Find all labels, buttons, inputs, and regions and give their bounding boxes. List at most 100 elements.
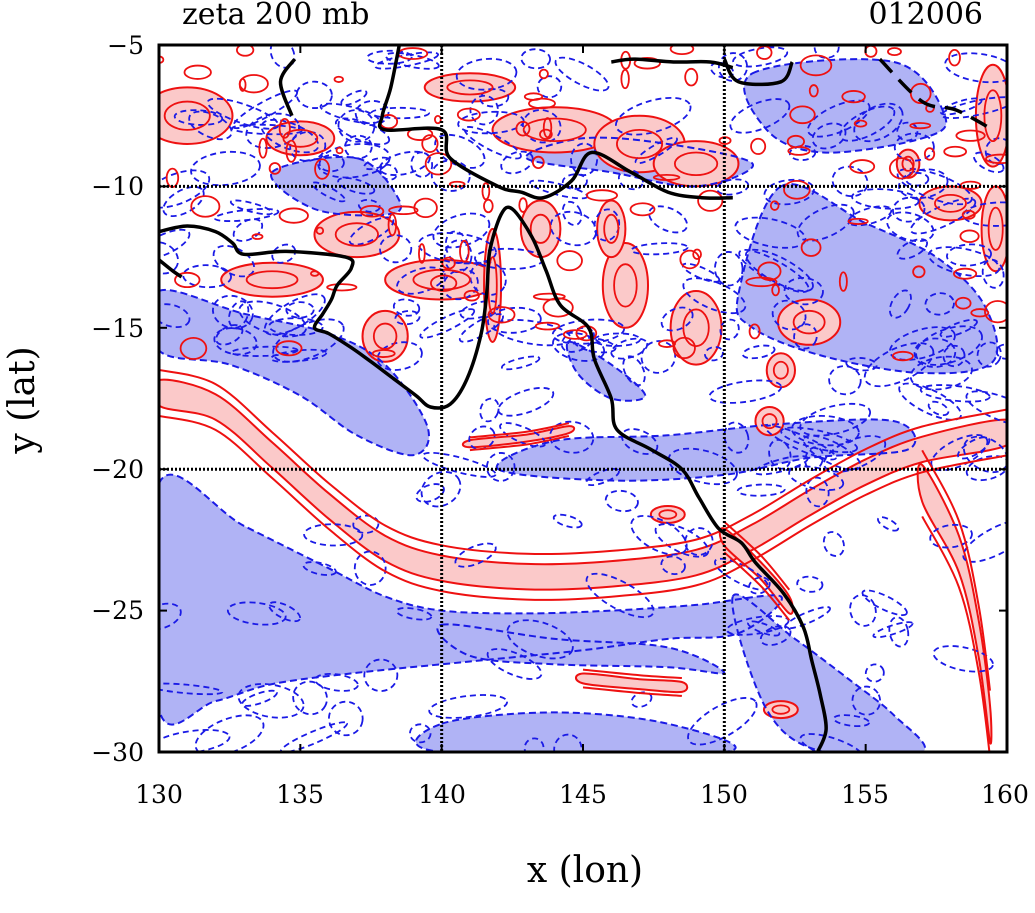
negative-contour — [896, 121, 919, 142]
negative-contour — [849, 594, 877, 627]
negative-contour — [228, 300, 250, 329]
positive-contour — [159, 414, 1007, 601]
negative-contour — [159, 241, 179, 275]
negative-contour — [394, 310, 421, 326]
negative-contour — [915, 325, 983, 366]
negative-contour — [159, 169, 211, 209]
negative-contour — [229, 199, 274, 216]
negative-contour — [366, 49, 413, 65]
positive-contour — [987, 206, 1004, 251]
negative-contour — [717, 52, 749, 82]
negative-contour — [976, 341, 1002, 368]
y-axis-label: y (lat) — [2, 346, 43, 454]
negative-contour — [896, 167, 973, 206]
positive-contour — [955, 129, 986, 142]
negative-contour — [363, 658, 399, 692]
negative-contour — [828, 365, 862, 396]
x-tick-labels: 130 135 140 145 150 155 160 — [135, 780, 1029, 809]
x-tick-label: 150 — [700, 780, 748, 809]
negative-contour — [378, 150, 431, 176]
negative-contour — [780, 426, 858, 454]
y-tick-label: −25 — [91, 596, 144, 625]
negative-contour — [159, 228, 191, 260]
positive-contour — [585, 189, 619, 202]
negative-contour — [654, 523, 710, 558]
negative-contour — [379, 163, 398, 181]
negative-contour — [768, 438, 792, 470]
positive-contour — [238, 77, 247, 92]
negative-contour — [270, 155, 403, 217]
positive-contour — [159, 368, 1007, 556]
coastline-dashed — [878, 57, 994, 132]
negative-contour — [743, 58, 948, 154]
negative-contour — [570, 142, 599, 177]
negative-contour — [886, 211, 935, 243]
negative-region-fill — [416, 712, 736, 752]
negative-contour — [909, 355, 973, 391]
negative-contour — [486, 648, 543, 680]
negative-contour — [585, 572, 655, 619]
negative-contour — [159, 602, 182, 631]
coastline — [159, 258, 183, 279]
negative-contour — [376, 341, 423, 371]
positive-contour — [335, 146, 344, 155]
negative-contour — [525, 136, 754, 188]
negative-contour — [552, 513, 583, 529]
x-tick-label: 145 — [559, 780, 607, 809]
positive-contour — [629, 202, 656, 217]
positive-contour — [333, 75, 344, 83]
negative-contour — [716, 178, 750, 196]
positive-contour — [723, 551, 791, 621]
positive-contour — [789, 105, 816, 125]
plot-area — [159, 45, 1007, 752]
negative-contour — [337, 177, 376, 195]
positive-contour — [418, 243, 426, 264]
negative-contour — [457, 110, 525, 135]
y-tick-label: −5 — [107, 31, 144, 60]
negative-contour — [888, 289, 912, 319]
negative-contour — [268, 317, 324, 336]
negative-contour — [468, 425, 496, 451]
negative-contour — [454, 542, 497, 568]
positive-contour — [943, 145, 968, 158]
positive-contour — [372, 322, 398, 350]
positive-contour — [522, 117, 587, 143]
negative-region-fill — [566, 341, 646, 401]
positive-band — [574, 672, 689, 694]
positive-contour — [679, 249, 701, 270]
positive-contour — [310, 270, 320, 277]
positive-contour — [326, 283, 358, 292]
negative-contour — [409, 723, 432, 744]
negative-contour — [927, 400, 950, 417]
positive-contour — [278, 117, 291, 139]
positive-contour — [268, 162, 282, 175]
negative-contour — [973, 151, 1005, 174]
positive-band — [159, 378, 1007, 591]
negative-contour — [861, 589, 908, 617]
negative-contour — [499, 422, 547, 448]
positive-contour — [783, 179, 811, 200]
positive-contour — [841, 90, 866, 104]
grid-lines — [159, 45, 1007, 752]
positive-blob — [265, 120, 336, 157]
negative-contour — [292, 680, 328, 716]
negative-contour — [888, 616, 910, 648]
negative-contour — [263, 293, 326, 336]
negative-contour — [747, 620, 781, 637]
positive-contour — [786, 134, 805, 149]
negative-contour — [909, 197, 977, 235]
positive-contour — [534, 321, 561, 331]
positive-contour — [387, 213, 398, 237]
negative-contour — [506, 619, 574, 660]
negative-contour — [847, 205, 893, 227]
negative-contour — [213, 327, 258, 356]
positive-band — [461, 425, 576, 449]
positive-contour — [673, 151, 719, 176]
negative-contour — [811, 122, 847, 150]
negative-contour — [479, 397, 500, 423]
negative-contour — [487, 306, 542, 334]
negative-contour — [898, 382, 962, 421]
negative-contour — [593, 332, 641, 347]
negative-contour — [212, 244, 256, 278]
coastline — [278, 58, 297, 117]
